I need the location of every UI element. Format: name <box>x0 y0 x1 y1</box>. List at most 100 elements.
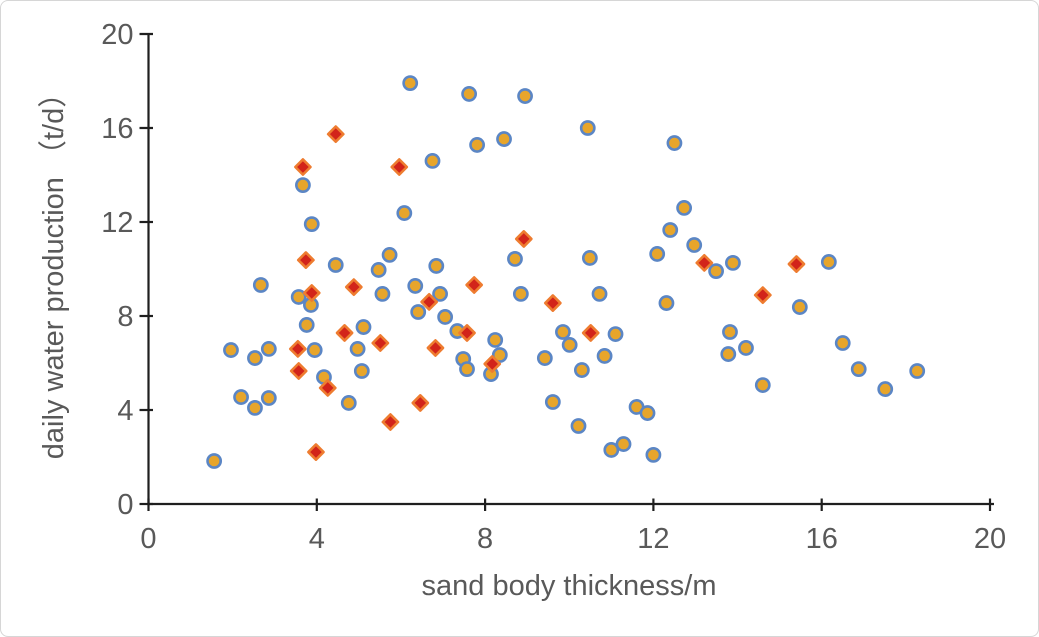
data-point-circle <box>349 340 366 357</box>
y-tick-label: 16 <box>101 113 133 145</box>
data-point-circle <box>428 258 445 274</box>
data-point-diamond <box>288 340 307 358</box>
data-point-diamond <box>458 324 476 342</box>
data-point-diamond <box>483 355 502 373</box>
data-point-circle <box>555 324 571 340</box>
data-point-circle <box>260 390 277 406</box>
data-point-circle <box>355 319 372 335</box>
data-point-diamond <box>543 294 562 312</box>
data-point-diamond <box>411 394 430 412</box>
data-point-circle <box>424 152 441 169</box>
data-point-circle <box>725 254 741 271</box>
y-axis-title: daily water production （t/d） <box>38 79 70 459</box>
data-point-circle <box>708 263 724 280</box>
data-point-circle <box>639 405 656 421</box>
data-point-circle <box>327 257 344 273</box>
data-point-circle <box>512 286 529 302</box>
data-point-circle <box>517 88 533 104</box>
data-point-circle <box>437 309 454 325</box>
data-point-circle <box>374 286 391 302</box>
x-tick-label: 4 <box>309 523 325 555</box>
y-tick-label: 8 <box>117 301 133 333</box>
data-point-diamond <box>296 251 315 269</box>
data-point-diamond <box>420 293 439 311</box>
data-point-circle <box>738 340 754 356</box>
data-point-diamond <box>302 284 321 302</box>
data-point-circle <box>877 381 894 397</box>
data-point-diamond <box>344 278 363 296</box>
data-point-circle <box>603 442 620 458</box>
data-point-circle <box>909 363 926 379</box>
data-point-circle <box>720 346 737 362</box>
data-point-diamond <box>307 443 325 461</box>
data-point-circle <box>370 262 387 278</box>
data-point-circle <box>306 342 323 358</box>
data-point-circle <box>461 86 478 102</box>
y-tick-label: 12 <box>101 207 133 239</box>
x-tick-label: 20 <box>974 523 1006 555</box>
x-axis-title: sand body thickness/m <box>422 570 717 602</box>
data-point-circle <box>591 286 608 302</box>
data-point-diamond <box>294 158 312 176</box>
data-point-diamond <box>390 158 409 176</box>
data-point-circle <box>290 289 307 305</box>
data-point-circle <box>507 250 523 267</box>
data-point-circle <box>496 131 512 147</box>
data-point-circle <box>432 286 448 302</box>
data-point-circle <box>596 348 613 364</box>
data-point-circle <box>223 342 239 358</box>
data-point-circle <box>298 317 315 333</box>
data-point-circle <box>686 237 703 253</box>
data-point-circle <box>820 254 837 270</box>
data-point-diamond <box>753 286 772 304</box>
data-point-circle <box>407 278 424 294</box>
data-point-circle <box>666 135 683 151</box>
data-point-circle <box>561 337 578 353</box>
data-point-diamond <box>381 413 400 431</box>
data-point-circle <box>303 216 320 233</box>
data-point-diamond <box>465 276 484 294</box>
data-point-circle <box>402 75 419 92</box>
data-point-circle <box>340 395 357 411</box>
data-point-diamond <box>514 230 533 248</box>
data-point-circle <box>615 436 632 452</box>
data-point-circle <box>233 389 249 405</box>
data-point-circle <box>570 418 587 434</box>
data-point-circle <box>353 363 370 379</box>
data-point-circle <box>607 326 624 342</box>
data-point-circle <box>206 453 223 469</box>
x-tick-label: 16 <box>806 523 838 555</box>
tick-labels-layer: 0 4 8 12 16 20 0 4 8 12 16 20 <box>101 19 1006 555</box>
data-point-circle <box>410 304 427 320</box>
y-tick-label: 4 <box>117 395 133 427</box>
data-point-circle <box>381 246 398 263</box>
data-point-diamond <box>335 324 354 342</box>
data-point-circle <box>469 137 486 153</box>
data-point-circle <box>791 299 808 315</box>
data-point-circle <box>491 347 508 363</box>
data-point-diamond <box>426 339 445 357</box>
x-tick-label: 0 <box>140 523 156 555</box>
data-point-circle <box>247 399 263 416</box>
data-point-circle <box>581 250 598 266</box>
y-tick-label: 20 <box>101 19 133 51</box>
data-point-diamond <box>289 362 308 380</box>
data-point-circle <box>676 199 693 216</box>
data-point-circle <box>834 335 851 351</box>
data-point-diamond <box>787 255 806 273</box>
axes-layer <box>147 33 994 506</box>
data-point-diamond <box>581 324 600 342</box>
data-point-circle <box>658 295 675 311</box>
data-point-circle <box>487 332 504 348</box>
data-point-diamond <box>695 253 714 272</box>
ticks-layer <box>139 32 992 511</box>
data-point-circle <box>252 277 269 293</box>
data-point-circle <box>722 324 738 340</box>
data-point-circle <box>573 362 590 378</box>
data-point-circle <box>295 177 311 194</box>
points-layer <box>206 75 926 469</box>
data-point-circle <box>396 205 413 221</box>
data-point-circle <box>645 446 662 463</box>
